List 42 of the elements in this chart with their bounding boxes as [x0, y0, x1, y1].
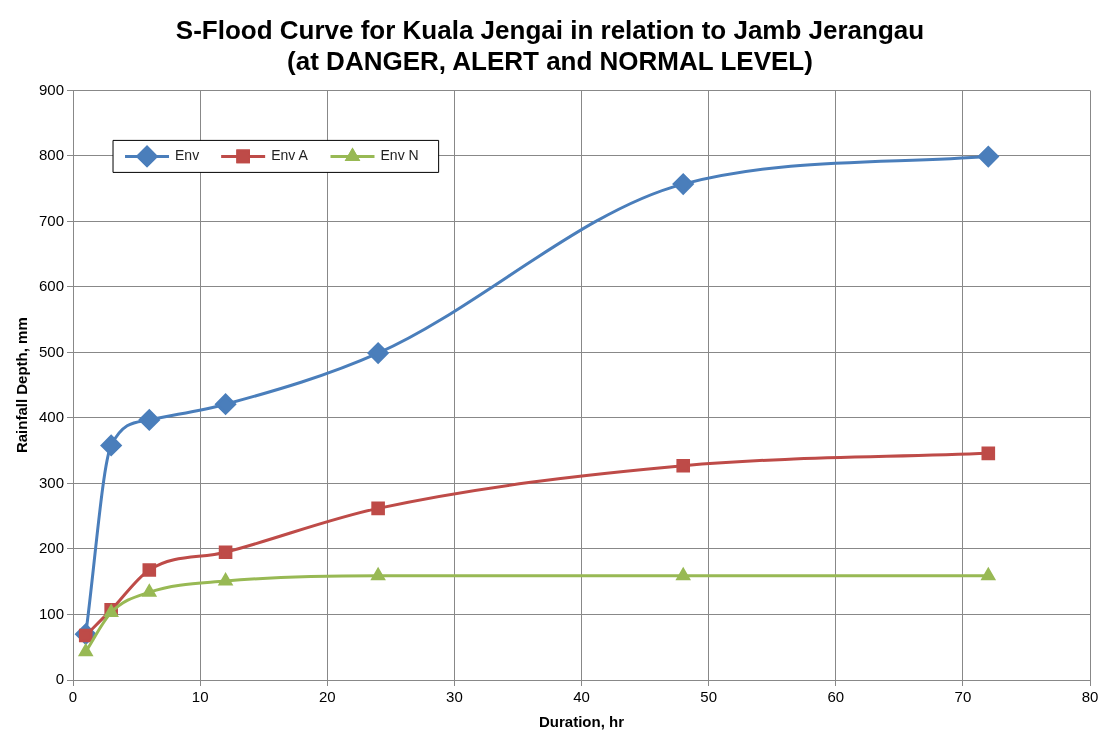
- point: [371, 568, 385, 581]
- x-axis-title: Duration, hr: [539, 713, 625, 731]
- point: [142, 584, 156, 597]
- y-tick-label: 200: [39, 539, 65, 557]
- legend-label: Env N: [380, 147, 419, 164]
- legend-label: Env: [175, 147, 200, 164]
- point: [676, 568, 690, 581]
- x-tick-label: 70: [954, 688, 972, 706]
- y-tick-label: 900: [39, 80, 65, 98]
- legend-label: Env A: [271, 147, 309, 164]
- point: [218, 573, 233, 586]
- x-tick-label: 30: [446, 688, 463, 706]
- y-tick-label: 600: [39, 277, 65, 295]
- point: [367, 342, 389, 364]
- x-tick-label: 40: [573, 688, 590, 706]
- point: [676, 458, 691, 473]
- point: [100, 434, 122, 456]
- y-axis-title: Rainfall Depth, mm: [13, 317, 31, 454]
- point: [142, 563, 157, 577]
- point: [981, 446, 996, 461]
- y-tick-label: 500: [39, 342, 65, 360]
- y-tick-label: 700: [39, 211, 65, 229]
- y-tick-label: 400: [39, 408, 65, 426]
- x-tick-label: 50: [700, 688, 717, 706]
- point: [138, 409, 160, 431]
- point: [218, 545, 233, 560]
- point: [981, 568, 995, 581]
- y-tick-label: 300: [39, 473, 65, 491]
- point: [672, 173, 694, 195]
- x-tick-label: 0: [68, 688, 78, 706]
- point: [79, 644, 93, 657]
- y-tick-label: 0: [55, 670, 65, 688]
- y-tick-label: 100: [39, 604, 65, 622]
- point: [215, 393, 237, 415]
- point: [977, 146, 999, 168]
- y-tick-label: 800: [39, 146, 65, 164]
- chart-title: S-Flood Curve for Kuala Jengai in relation to Jamb Jerangau (at DANGER, ALERT and NORMAL LEVEL): [175, 14, 925, 76]
- x-tick-label: 60: [827, 688, 845, 706]
- x-tick-label: 10: [191, 688, 209, 706]
- point: [371, 501, 385, 516]
- x-tick-label: 80: [1081, 688, 1099, 706]
- x-tick-label: 20: [318, 688, 336, 706]
